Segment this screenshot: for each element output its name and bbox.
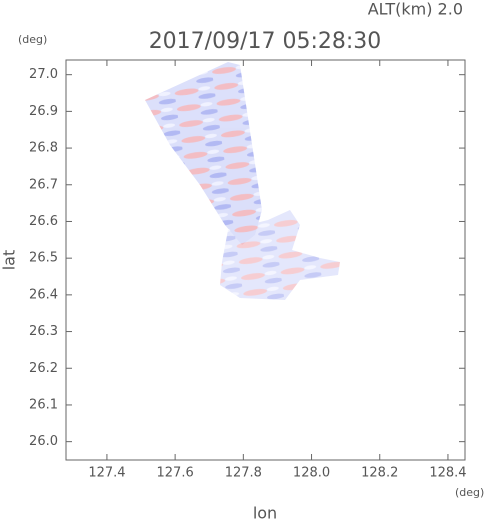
y-tick-label: 26.8 xyxy=(29,141,58,156)
y-tick-label: 26.1 xyxy=(29,397,58,412)
x-axis-label: lon xyxy=(253,504,277,521)
chart-title: 2017/09/17 05:28:30 xyxy=(149,29,382,54)
x-tick-label: 128.2 xyxy=(361,466,398,481)
y-tick-label: 26.4 xyxy=(29,287,58,302)
x-tick-label: 128.0 xyxy=(293,466,330,481)
y-tick-label: 26.6 xyxy=(29,214,58,229)
x-tick-label: 127.6 xyxy=(157,466,194,481)
radar-echo xyxy=(220,210,340,300)
x-tick-label: 127.8 xyxy=(225,466,262,481)
y-tick-label: 26.5 xyxy=(29,251,58,266)
y-axis-label: lat xyxy=(0,250,19,271)
plot-frame xyxy=(65,59,466,461)
y-tick-label: 26.2 xyxy=(29,361,58,376)
y-tick-label: 26.9 xyxy=(29,104,58,119)
radar-sector xyxy=(145,62,262,245)
y-tick-label: 26.0 xyxy=(29,434,58,449)
x-tick-label: 128.4 xyxy=(429,466,466,481)
altitude: ALT(km) 2.0 xyxy=(368,0,463,19)
y-tick-label: 26.3 xyxy=(29,324,58,339)
y-tick-label: 26.7 xyxy=(29,177,58,192)
x-unit: (deg) xyxy=(455,486,484,499)
y-tick-label: 27.0 xyxy=(29,67,58,82)
radar-field xyxy=(145,62,340,300)
y-unit: (deg) xyxy=(18,33,47,46)
x-tick-label: 127.4 xyxy=(88,466,125,481)
